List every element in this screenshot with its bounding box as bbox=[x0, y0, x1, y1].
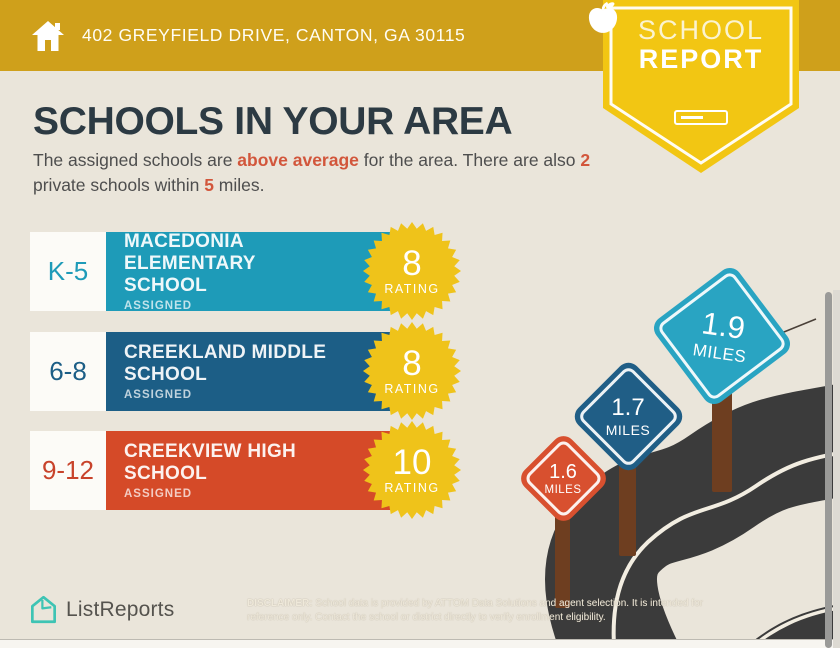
assigned-label: ASSIGNED bbox=[124, 487, 193, 500]
assigned-label: ASSIGNED bbox=[124, 299, 193, 312]
rating-value: 8 bbox=[402, 243, 422, 283]
road-lane-line bbox=[611, 450, 840, 648]
badge-pennant-shape bbox=[603, 0, 799, 173]
distance-value: 1.6 bbox=[549, 460, 577, 483]
listreports-house-icon bbox=[31, 595, 56, 624]
rating-label: RATING bbox=[384, 281, 440, 296]
distance-sign-elementary-school: 1.9 MILES bbox=[648, 262, 796, 410]
home-icon bbox=[32, 20, 64, 51]
rating-value: 8 bbox=[402, 343, 422, 383]
apple-icon bbox=[588, 1, 618, 33]
sign-post-red bbox=[555, 500, 570, 608]
school-row-high: 9-12 CREEKVIEW HIGH SCHOOL ASSIGNED bbox=[30, 431, 461, 510]
disclaimer-body: School data is provided by ATTOM Data So… bbox=[247, 598, 703, 623]
distance-value: 1.7 bbox=[611, 394, 645, 421]
intro-seg: miles. bbox=[213, 175, 265, 195]
rating-label: RATING bbox=[384, 381, 440, 396]
badge-line1: SCHOOL bbox=[637, 15, 765, 45]
intro-highlight-above-average: above average bbox=[237, 150, 359, 170]
starburst-icon bbox=[363, 322, 461, 420]
rating-label: RATING bbox=[384, 480, 440, 495]
school-name-box: CREEKLAND MIDDLE SCHOOL ASSIGNED bbox=[106, 332, 414, 411]
school-name: CREEKLAND MIDDLE SCHOOL bbox=[124, 342, 327, 385]
disclaimer-label: DISCLAIMER: bbox=[247, 598, 313, 609]
listreports-wordmark: ListReports bbox=[66, 597, 175, 621]
intro-seg: private schools within bbox=[33, 175, 205, 195]
distance-text: 1.9 MILES bbox=[638, 252, 805, 419]
school-name: MACEDONIA ELEMENTARY SCHOOL bbox=[124, 231, 256, 296]
rating-starburst-elementary: 8 RATING bbox=[362, 221, 462, 321]
intro-highlight-radius: 5 bbox=[204, 175, 214, 195]
intro-seg: for the area. There are also bbox=[358, 150, 581, 170]
rating-starburst-high: 10 RATING bbox=[362, 420, 462, 520]
school-row-elementary: K-5 MACEDONIA ELEMENTARY SCHOOL ASSIGNED bbox=[30, 231, 461, 312]
badge-line2: REPORT bbox=[638, 44, 764, 75]
distance-sign-high-school: 1.6 MILES bbox=[515, 430, 611, 526]
page-title: SCHOOLS IN YOUR AREA bbox=[33, 100, 513, 143]
needle-line bbox=[778, 318, 817, 335]
disclaimer-text: DISCLAIMER: School data is provided by A… bbox=[247, 597, 744, 624]
rating-text: 8 RATING bbox=[362, 221, 462, 321]
rating-text: 10 RATING bbox=[362, 420, 462, 520]
intro-text: The assigned schools are above average f… bbox=[33, 148, 598, 198]
road-corner bbox=[744, 603, 840, 648]
distance-value: 1.9 bbox=[699, 305, 748, 346]
starburst-icon bbox=[363, 421, 461, 519]
scrollbar-track[interactable] bbox=[833, 290, 840, 648]
distance-text: 1.7 MILES bbox=[569, 357, 687, 475]
school-report-badge: SCHOOL REPORT bbox=[588, 0, 799, 174]
intro-seg: The assigned schools are bbox=[33, 150, 238, 170]
starburst-icon bbox=[363, 222, 461, 320]
book-icon bbox=[674, 110, 728, 125]
school-row-middle: 6-8 CREEKLAND MIDDLE SCHOOL ASSIGNED bbox=[30, 332, 461, 411]
distance-text: 1.6 MILES bbox=[515, 430, 611, 526]
intro-highlight-private-count: 2 bbox=[580, 150, 591, 170]
badge-title: SCHOOL REPORT bbox=[603, 15, 799, 75]
grade-range-badge: K-5 bbox=[30, 232, 106, 311]
distance-unit: MILES bbox=[605, 422, 651, 438]
rating-value: 10 bbox=[392, 442, 432, 482]
school-name-box: MACEDONIA ELEMENTARY SCHOOL ASSIGNED bbox=[106, 231, 414, 312]
rating-starburst-middle: 8 RATING bbox=[362, 321, 462, 421]
distance-sign-middle-school: 1.7 MILES bbox=[569, 357, 687, 475]
rating-text: 8 RATING bbox=[362, 321, 462, 421]
school-name-box: CREEKVIEW HIGH SCHOOL ASSIGNED bbox=[106, 431, 414, 510]
property-address: 402 GREYFIELD DRIVE, CANTON, GA 30115 bbox=[82, 25, 466, 45]
school-name: CREEKVIEW HIGH SCHOOL bbox=[124, 441, 297, 484]
road-path bbox=[545, 383, 840, 648]
scrollbar-thumb[interactable] bbox=[825, 292, 832, 648]
grade-range-badge: 6-8 bbox=[30, 332, 106, 411]
listreports-logo: ListReports bbox=[30, 595, 174, 624]
assigned-label: ASSIGNED bbox=[124, 388, 193, 401]
grade-range-badge: 9-12 bbox=[30, 431, 106, 510]
bottom-border-strip bbox=[0, 639, 840, 648]
distance-unit: MILES bbox=[544, 483, 582, 496]
